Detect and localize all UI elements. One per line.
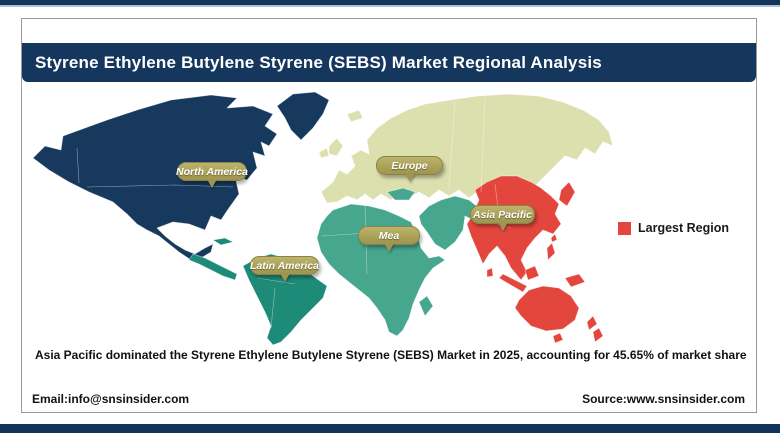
map-region-mea — [316, 187, 480, 337]
map-region-north-america — [32, 91, 330, 261]
map-label-asia-pacific: Asia Pacific — [470, 205, 535, 231]
map-label-text: Europe — [391, 159, 428, 172]
map-label-pointer — [279, 273, 290, 282]
top-accent-line — [0, 5, 780, 7]
legend-label: Largest Region — [638, 221, 729, 235]
map-label-text: Mea — [378, 229, 400, 242]
map-label-latin-america: Latin America — [250, 256, 319, 282]
map-label-europe: Europe — [376, 156, 443, 182]
map-label-mea: Mea — [358, 226, 420, 252]
legend: Largest Region — [618, 221, 729, 235]
map-label-text: Latin America — [249, 259, 320, 272]
footer-source: Source:www.snsinsider.com — [582, 392, 745, 406]
map-label-text: North America — [176, 165, 248, 178]
map-label-text: Asia Pacific — [473, 208, 532, 221]
map-label-pointer — [404, 173, 415, 182]
bottom-navy-strip — [0, 424, 780, 433]
map-label-pointer — [384, 243, 394, 252]
top-navy-strip — [0, 0, 780, 5]
map-region-asia-pacific — [466, 175, 604, 344]
map-label-pointer — [207, 179, 217, 188]
legend-swatch-largest-region — [618, 221, 631, 235]
map-region-europe — [318, 93, 614, 204]
footer-email: Email:info@snsinsider.com — [32, 392, 190, 406]
title-bar: Styrene Ethylene Butylene Styrene (SEBS)… — [22, 43, 756, 82]
map-region-latin-america — [188, 237, 328, 346]
page-title: Styrene Ethylene Butylene Styrene (SEBS)… — [35, 52, 602, 72]
map-label-north-america: North America — [176, 162, 248, 188]
key-finding-statement: Asia Pacific dominated the Styrene Ethyl… — [35, 348, 747, 362]
map-label-pointer — [497, 222, 508, 231]
